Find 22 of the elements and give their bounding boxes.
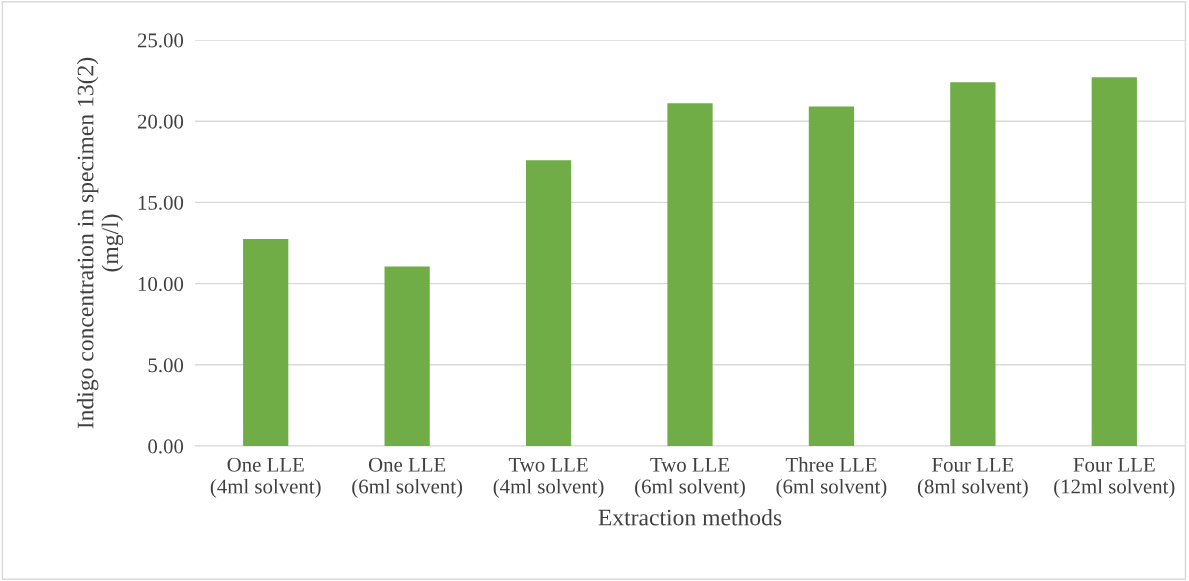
y-tick-label: 25.00 [137, 33, 184, 48]
y-tick-label: 0.00 [148, 439, 184, 454]
x-tick-label: One LLE (6ml solvent) [352, 457, 463, 498]
x-tick-label: Four LLE (12ml solvent) [1054, 457, 1175, 498]
bar [384, 266, 430, 446]
bar [1091, 77, 1137, 446]
x-axis-title: Extraction methods [598, 508, 782, 526]
x-tick-label: One LLE (4ml solvent) [210, 457, 321, 498]
y-tick-label: 20.00 [137, 114, 184, 129]
bar [808, 106, 855, 446]
y-tick-label: 15.00 [138, 195, 184, 210]
y-axis-title: Indigo concentration in specimen 13(2) (mg/l) [76, 57, 124, 429]
bar [525, 160, 572, 446]
y-tick-label: 10.00 [138, 276, 184, 292]
y-tick-label: 5.00 [148, 358, 184, 373]
x-tick-label: Two LLE (6ml solvent) [635, 457, 745, 498]
x-tick-label: Three LLE (6ml solvent) [776, 457, 887, 498]
bar [243, 238, 289, 446]
x-tick-label: Two LLE (4ml solvent) [493, 457, 604, 498]
bar [667, 103, 713, 446]
bar [950, 82, 996, 446]
x-tick-label: Four LLE (8ml solvent) [917, 457, 1028, 498]
